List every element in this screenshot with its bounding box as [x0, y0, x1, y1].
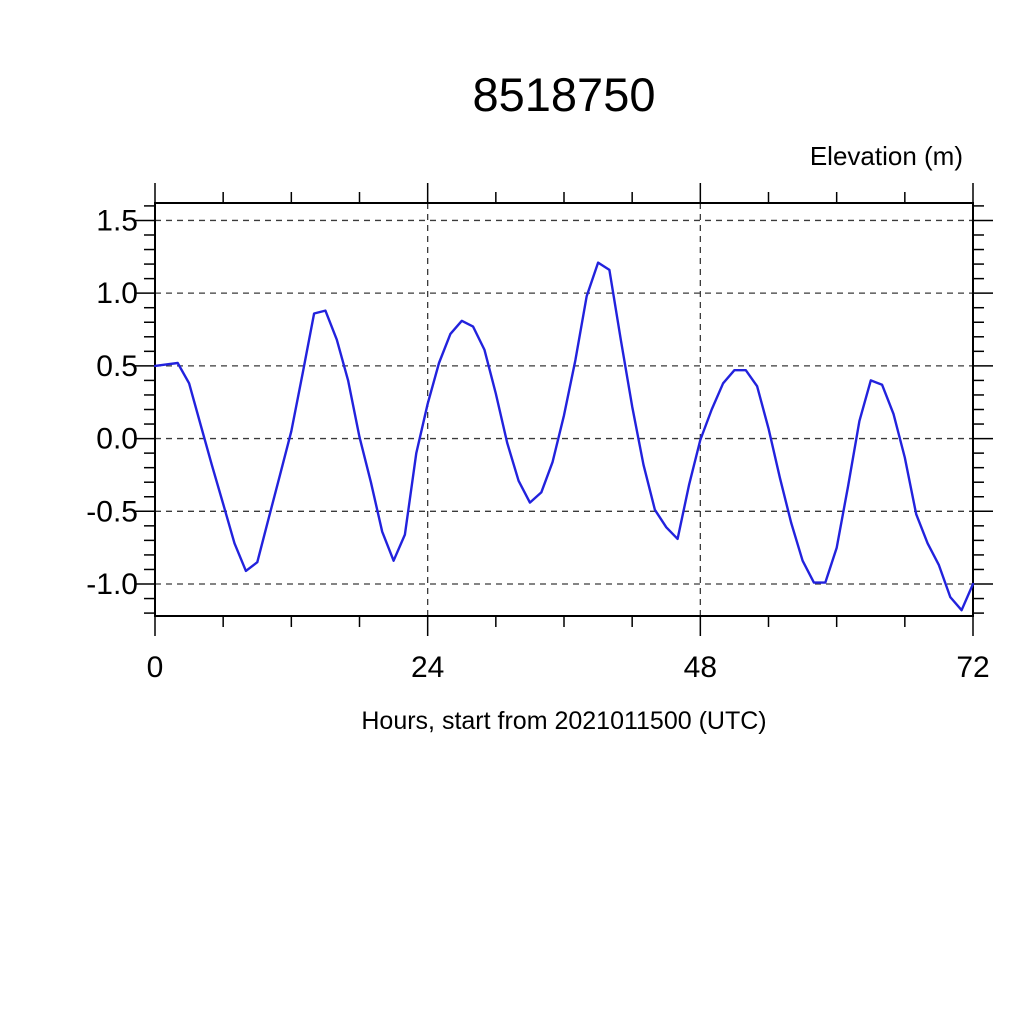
y-tick-label: 0.0 — [96, 423, 138, 456]
gridlines — [155, 203, 973, 616]
y-tick-label: -1.0 — [86, 568, 138, 601]
y-tick-label: 1.5 — [96, 204, 138, 237]
x-tick-label: 48 — [684, 651, 717, 684]
x-axis-title: Hours, start from 2021011500 (UTC) — [361, 707, 767, 735]
y-tick-label: 0.5 — [96, 350, 138, 383]
x-tick-label: 0 — [147, 651, 164, 684]
y-tick-label: -0.5 — [86, 495, 138, 528]
y-tick-label: 1.0 — [96, 277, 138, 310]
y-axis-title: Elevation (m) — [809, 141, 963, 171]
chart-title: 8518750 — [472, 68, 656, 121]
axis-ticks — [135, 183, 993, 636]
x-tick-label: 72 — [956, 651, 989, 684]
plot-frame — [154, 202, 974, 617]
tick-labels: 0 24 48 72 -1.0 -0.5 0.0 0.5 1.0 1.5 — [86, 204, 989, 684]
x-tick-label: 24 — [411, 651, 444, 684]
elevation-line — [153, 261, 975, 612]
